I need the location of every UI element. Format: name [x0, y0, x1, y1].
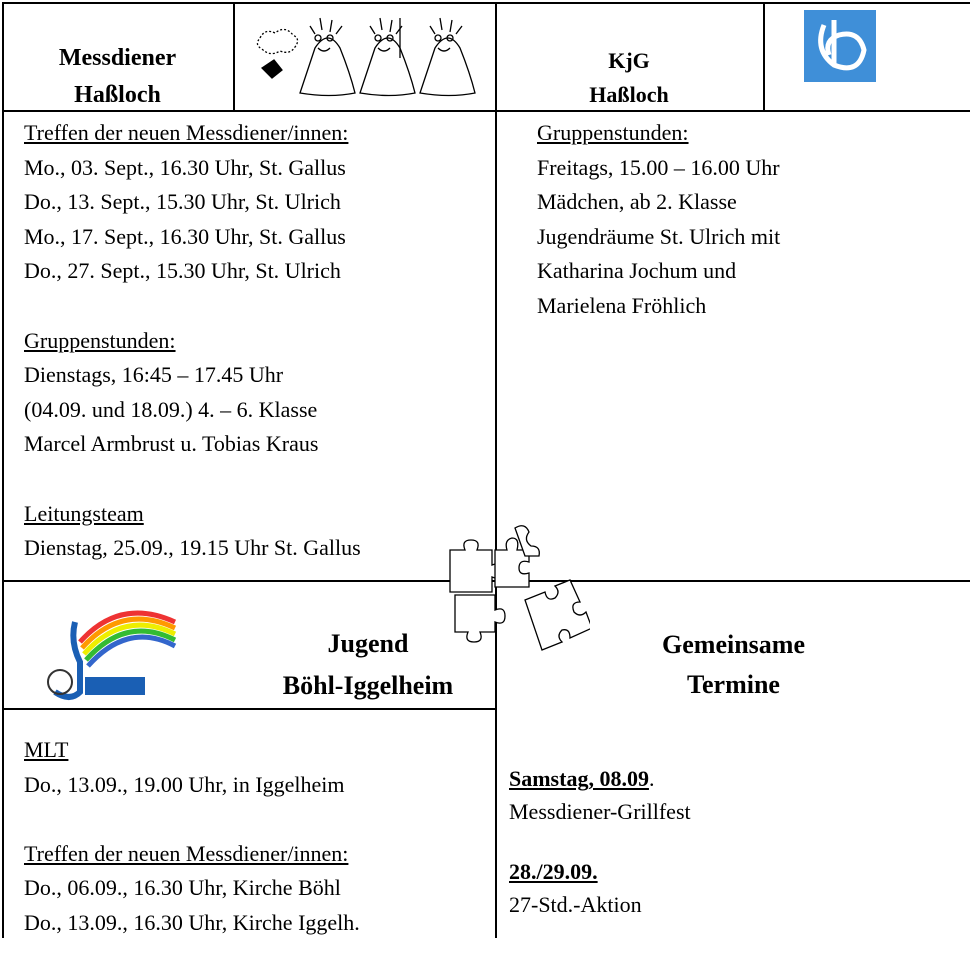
- event-date: 28./29.09.: [509, 855, 691, 888]
- header-left: Messdiener Haßloch: [2, 40, 233, 114]
- block: Gruppenstunden: Dienstags, 16:45 – 17.45 …: [24, 324, 361, 462]
- header-right: KjG Haßloch: [495, 44, 763, 112]
- line: Do., 13.09., 19.00 Uhr, in Iggelheim: [24, 771, 345, 797]
- border: [2, 2, 970, 4]
- event: Samstag, 08.09. Messdiener-Grillfest: [509, 762, 691, 828]
- title: Gemeinsame: [662, 630, 805, 659]
- line: Do., 13. Sept., 15.30 Uhr, St. Ulrich: [24, 189, 341, 215]
- line: Katharina Jochum und: [537, 258, 737, 284]
- date: Samstag, 08.09: [509, 766, 649, 791]
- heading: Leitungsteam: [24, 500, 144, 526]
- title: Böhl-Iggelheim: [282, 671, 454, 700]
- line: Do., 13.09., 16.30 Uhr, Kirche Iggelh.: [24, 909, 360, 935]
- line: Marielena Fröhlich: [537, 292, 707, 318]
- heading: Treffen der neuen Messdiener/innen:: [24, 120, 349, 145]
- gemeinsam-text: Samstag, 08.09. Messdiener-Grillfest 28./2…: [509, 762, 691, 948]
- block: MLT Do., 13.09., 19.00 Uhr, in Iggelheim: [24, 733, 360, 802]
- line: Marcel Armbrust u. Tobias Kraus: [24, 431, 319, 457]
- block: Treffen der neuen Messdiener/innen: Mo., …: [24, 116, 361, 289]
- jugend-title: Jugend Böhl-Iggelheim: [230, 623, 506, 707]
- title: Haßloch: [589, 82, 669, 107]
- title: Haßloch: [74, 82, 161, 108]
- puzzle: [449, 525, 590, 651]
- event-label: Messdiener-Grillfest: [509, 799, 691, 824]
- event-label: 27-Std.-Aktion: [509, 892, 642, 917]
- jugend-text: MLT Do., 13.09., 19.00 Uhr, in Iggelheim T…: [24, 733, 360, 975]
- heading: Gruppenstunden:: [537, 120, 689, 145]
- illustration: [256, 17, 476, 97]
- border: [495, 2, 497, 938]
- heading: Treffen der neuen Messdiener/innen:: [24, 840, 349, 866]
- jugend-logo: [47, 610, 177, 700]
- border: [763, 2, 765, 110]
- border: [2, 110, 970, 112]
- heading: Gruppenstunden:: [24, 327, 176, 353]
- event: 28./29.09. 27-Std.-Aktion: [509, 855, 691, 921]
- block: Treffen der neuen Messdiener/innen: Do., …: [24, 837, 360, 941]
- title: KjG: [608, 48, 650, 73]
- event-date: Samstag, 08.09.: [509, 762, 691, 795]
- border: [2, 2, 4, 938]
- block: Gruppenstunden: Freitags, 15.00 – 16.00 U…: [537, 116, 780, 324]
- line: Jugendräume St. Ulrich mit: [537, 223, 781, 249]
- date: 28./29.09.: [509, 859, 598, 884]
- line: Dienstag, 25.09., 19.15 Uhr St. Gallus: [24, 535, 361, 561]
- kjg-text: Gruppenstunden: Freitags, 15.00 – 16.00 U…: [537, 116, 780, 358]
- border: [2, 708, 495, 710]
- line: Do., 27. Sept., 15.30 Uhr, St. Ulrich: [24, 258, 341, 284]
- date-suffix: .: [648, 766, 655, 791]
- border: [233, 2, 235, 110]
- title: Messdiener: [58, 45, 177, 71]
- line: Do., 06.09., 16.30 Uhr, Kirche Böhl: [24, 875, 341, 901]
- gemeinsam-title: Gemeinsame Termine: [596, 625, 871, 705]
- line: (04.09. und 18.09.) 4. – 6. Klasse: [24, 396, 318, 422]
- heading: MLT: [24, 737, 69, 762]
- messdiener-text: Treffen der neuen Messdiener/innen: Mo., …: [24, 116, 361, 600]
- line: Mo., 03. Sept., 16.30 Uhr, St. Gallus: [24, 154, 346, 180]
- page: Messdiener Haßloch KjG Haßloch Treffen d…: [0, 0, 970, 938]
- block: Leitungsteam Dienstag, 25.09., 19.15 Uhr …: [24, 497, 361, 566]
- kjg-logo: [804, 10, 876, 82]
- line: Mo., 17. Sept., 16.30 Uhr, St. Gallus: [24, 223, 346, 249]
- title: Termine: [687, 670, 780, 699]
- line: Mädchen, ab 2. Klasse: [537, 189, 737, 215]
- title: Jugend: [327, 629, 409, 658]
- line: Dienstags, 16:45 – 17.45 Uhr: [24, 362, 284, 388]
- line: Freitags, 15.00 – 16.00 Uhr: [537, 154, 780, 180]
